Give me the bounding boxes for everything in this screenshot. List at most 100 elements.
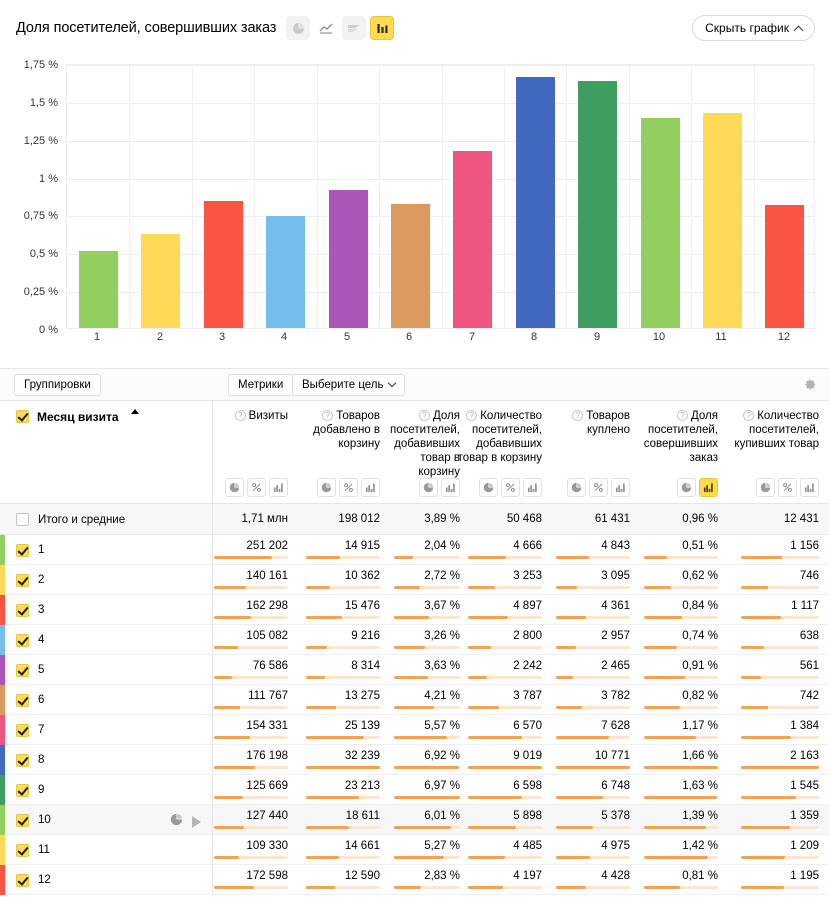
column-header[interactable]: ? Доля посетителей, добавивших товар в ко… <box>382 409 460 479</box>
cell-value: 32 239 <box>344 750 380 762</box>
help-icon[interactable]: ? <box>322 410 334 421</box>
pie-chart-toggle[interactable] <box>286 16 311 40</box>
table-row[interactable]: 11 109 330 14 661 5,27 % 4 485 4 975 1,42 % 1 2… <box>0 835 829 865</box>
table-row[interactable]: 9 125 669 23 213 6,97 % 6 598 6 748 1,63 % 1 54… <box>0 775 829 805</box>
table-cell: 4 485 <box>456 835 542 865</box>
row-checkbox[interactable] <box>16 753 29 767</box>
line-chart-toggle[interactable] <box>314 16 339 40</box>
help-icon[interactable]: ? <box>419 410 430 421</box>
row-checkbox[interactable] <box>16 663 29 677</box>
cell-bar-track <box>394 616 460 619</box>
dimension-header[interactable]: Месяц визита <box>0 401 213 504</box>
table-row[interactable]: 1 251 202 14 915 2,04 % 4 666 4 843 0,51 % 1 15… <box>0 535 829 565</box>
help-icon[interactable]: ? <box>572 410 584 421</box>
table-row[interactable]: 10 127 440 18 611 6,01 % 5 898 5 378 1,39 % 1 3… <box>0 805 829 835</box>
cell-value: 0,62 % <box>682 570 718 582</box>
gridline-vertical <box>754 65 755 328</box>
percent-view-icon[interactable] <box>339 478 358 497</box>
table-row[interactable]: 8 176 198 32 239 6,92 % 9 019 10 771 1,66 % 2 1… <box>0 745 829 775</box>
table-row[interactable]: 4 105 082 9 216 3,26 % 2 800 2 957 0,74 % 638 <box>0 625 829 655</box>
dimension-checkbox[interactable] <box>16 410 29 423</box>
gear-icon[interactable] <box>802 377 817 397</box>
pie-view-icon[interactable] <box>317 478 336 497</box>
row-pie-icon[interactable] <box>170 813 183 831</box>
column-header[interactable]: ? Товаров куплено <box>544 409 630 437</box>
row-checkbox[interactable] <box>16 843 29 857</box>
help-icon[interactable]: ? <box>743 410 755 421</box>
sort-ascending-icon[interactable] <box>130 409 139 414</box>
chart-bar[interactable] <box>141 234 180 328</box>
bars-view-icon[interactable] <box>611 478 630 497</box>
row-checkbox[interactable] <box>16 633 29 647</box>
column-header[interactable]: ? Количество посетителей, добавивших това… <box>456 409 542 465</box>
column-header[interactable]: ? Количество посетителей, купивших товар <box>729 409 819 451</box>
cell-bar-fill <box>394 616 429 619</box>
play-icon[interactable] <box>192 816 201 828</box>
chart-bar[interactable] <box>79 251 118 328</box>
hide-chart-button[interactable]: Скрыть график <box>692 15 815 41</box>
chart-bar[interactable] <box>266 216 305 328</box>
help-icon[interactable]: ? <box>466 410 478 421</box>
cell-bar-fill <box>468 616 508 619</box>
bar-chart-toggle[interactable] <box>370 16 395 40</box>
cell-value: 1 195 <box>790 870 819 882</box>
help-icon[interactable]: ? <box>234 410 246 421</box>
row-checkbox[interactable] <box>16 723 29 737</box>
column-header[interactable]: ? Визиты <box>202 409 288 423</box>
bars-view-icon[interactable] <box>441 478 460 497</box>
percent-view-icon[interactable] <box>247 478 266 497</box>
metrics-button[interactable]: Метрики <box>228 374 294 396</box>
bars-view-icon[interactable] <box>800 478 819 497</box>
chart-bar[interactable] <box>391 204 430 328</box>
table-cell: 4,21 % <box>382 685 460 715</box>
chart-bar[interactable] <box>453 151 492 328</box>
table-cell: 9 216 <box>294 625 380 655</box>
table-row[interactable]: 12 172 598 12 590 2,83 % 4 197 4 428 0,81 % 1 1… <box>0 865 829 895</box>
chart-bar[interactable] <box>516 77 555 328</box>
totals-label-cell: Итого и средние <box>0 504 213 535</box>
bars-view-icon[interactable] <box>523 478 542 497</box>
x-axis-tick-label: 2 <box>156 331 164 343</box>
row-checkbox[interactable] <box>16 813 29 827</box>
pie-view-icon[interactable] <box>677 478 696 497</box>
groupings-button[interactable]: Группировки <box>14 374 101 396</box>
pie-view-icon[interactable] <box>419 478 438 497</box>
percent-view-icon[interactable] <box>501 478 520 497</box>
table-row[interactable]: 3 162 298 15 476 3,67 % 4 897 4 361 0,84 % 1 11… <box>0 595 829 625</box>
table-row[interactable]: 6 111 767 13 275 4,21 % 3 787 3 782 0,82 % 742 <box>0 685 829 715</box>
table-cell: 32 239 <box>294 745 380 775</box>
y-axis-tick-label: 1,25 % <box>23 134 58 147</box>
percent-view-icon[interactable] <box>778 478 797 497</box>
chart-bar[interactable] <box>765 205 804 328</box>
pie-view-icon[interactable] <box>479 478 498 497</box>
column-header[interactable]: ? Доля посетителей, совершивших заказ <box>632 409 718 465</box>
cell-bar-track <box>468 856 542 859</box>
area-chart-toggle[interactable] <box>342 16 367 40</box>
totals-checkbox[interactable] <box>16 513 29 526</box>
row-checkbox[interactable] <box>16 693 29 707</box>
cell-bar-track <box>741 676 819 679</box>
row-checkbox[interactable] <box>16 873 29 887</box>
percent-view-icon[interactable] <box>589 478 608 497</box>
table-row[interactable]: 2 140 161 10 362 2,72 % 3 253 3 095 0,62 % 746 <box>0 565 829 595</box>
pie-view-icon[interactable] <box>567 478 586 497</box>
bars-view-icon[interactable] <box>361 478 380 497</box>
pie-view-icon[interactable] <box>756 478 775 497</box>
chart-bar[interactable] <box>641 118 680 328</box>
table-row[interactable]: 7 154 331 25 139 5,57 % 6 570 7 628 1,17 % 1 38… <box>0 715 829 745</box>
bars-view-icon[interactable] <box>699 478 718 497</box>
chart-bar[interactable] <box>703 113 742 328</box>
column-header[interactable]: ? Товаров добавлено в корзину <box>294 409 380 451</box>
row-checkbox[interactable] <box>16 543 29 557</box>
row-checkbox[interactable] <box>16 603 29 617</box>
table-row[interactable]: 5 76 586 8 314 3,63 % 2 242 2 465 0,91 % 561 <box>0 655 829 685</box>
pie-view-icon[interactable] <box>225 478 244 497</box>
select-goal-dropdown[interactable]: Выберите цель <box>292 374 405 396</box>
chart-bar[interactable] <box>329 190 368 328</box>
help-icon[interactable]: ? <box>677 410 688 421</box>
bars-view-icon[interactable] <box>269 478 288 497</box>
chart-bar[interactable] <box>204 201 243 328</box>
row-checkbox[interactable] <box>16 573 29 587</box>
chart-bar[interactable] <box>578 81 617 328</box>
row-checkbox[interactable] <box>16 783 29 797</box>
